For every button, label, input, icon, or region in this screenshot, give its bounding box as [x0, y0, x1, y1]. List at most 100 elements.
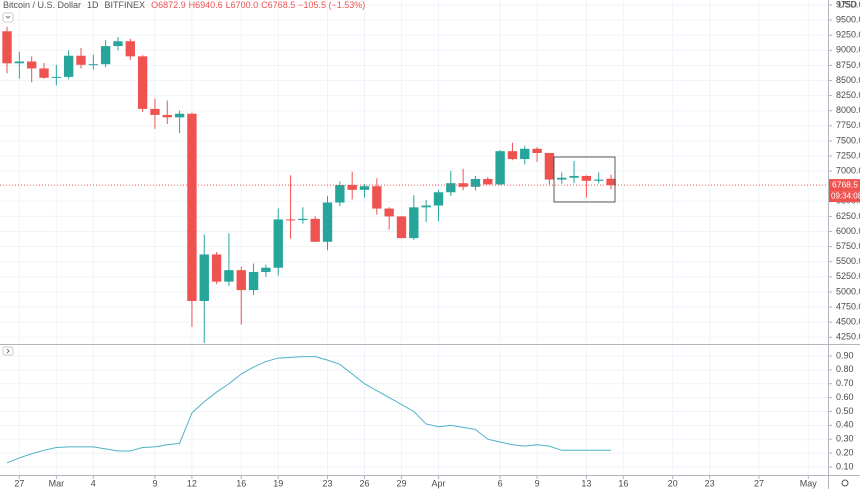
x-tick-label: 20 [668, 478, 678, 488]
interval: 1D [87, 0, 99, 10]
y-tick-label: 8750.0 [836, 60, 860, 70]
indicator-pane [6, 356, 612, 464]
x-tick-label: 23 [323, 478, 333, 488]
x-tick-label: May [800, 478, 818, 488]
y-tick-label: 9250.0 [836, 30, 860, 40]
y-tick-label: 4500.0 [836, 316, 860, 326]
candle-body [606, 178, 616, 186]
y-tick-label: 0.90 [836, 350, 854, 360]
x-tick-label: Apr [431, 478, 445, 488]
countdown-label: 09:34:08 [831, 192, 860, 201]
y-tick-label: 5250.0 [836, 271, 860, 281]
legend-open: O6872.9 [151, 0, 186, 10]
x-tick-label: 23 [705, 478, 715, 488]
x-tick-label: 4 [91, 478, 96, 488]
candle-body [446, 183, 456, 193]
candle-body [544, 152, 555, 180]
y-tick-label: 9500.0 [836, 14, 860, 24]
candle-body [347, 184, 357, 190]
last-price-label: 6768.5 [832, 179, 858, 189]
legend-change: −105.5 (−1.53%) [298, 0, 365, 10]
candle-body [359, 186, 370, 190]
candle-body [396, 216, 407, 239]
x-tick-label: 27 [14, 478, 24, 488]
x-tick-label: 19 [273, 478, 283, 488]
y-tick-label: 4250.0 [836, 332, 860, 342]
candle-body [557, 177, 567, 180]
settings-icon[interactable] [841, 479, 849, 487]
x-tick-label: 16 [618, 478, 628, 488]
drawn-rectangle[interactable] [553, 156, 616, 203]
last-price-tag [829, 179, 860, 192]
candle-body [384, 208, 394, 217]
indicator-collapse-button[interactable] [2, 346, 14, 356]
candle-body [39, 68, 49, 78]
candle-body [569, 175, 579, 178]
countdown-tag [829, 191, 860, 203]
x-tick-label: 27 [754, 478, 764, 488]
candle-body [421, 205, 431, 208]
candle-body [273, 219, 283, 268]
x-tick-label: 16 [236, 478, 246, 488]
x-tick-label: 6 [498, 478, 503, 488]
candle-body [150, 108, 160, 115]
candle-body [224, 270, 234, 282]
y-tick-label: 0.50 [836, 406, 854, 416]
candle-body [100, 46, 111, 65]
y-tick-label: 7000.0 [836, 165, 860, 175]
y-tick-label: 7750.0 [836, 120, 860, 130]
x-tick-label: 29 [396, 478, 406, 488]
y-tick-label: 5500.0 [836, 256, 860, 266]
price-pane [0, 26, 828, 343]
candle-body [261, 267, 271, 272]
candle-body [372, 186, 382, 209]
candle-body [137, 56, 148, 109]
y-tick-label: 0.80 [836, 364, 854, 374]
y-tick-label: 4750.0 [836, 301, 860, 311]
x-tick-label: 26 [359, 478, 369, 488]
legend-close: C6768.5 [261, 0, 295, 10]
settings-gear[interactable] [841, 479, 849, 487]
candle-body [14, 61, 25, 64]
x-tick-label: Mar [49, 478, 65, 488]
legend-high: H6940.6 [189, 0, 223, 10]
x-tick-label: 9 [152, 478, 157, 488]
y-tick-label: 6250.0 [836, 211, 860, 221]
candle-body [174, 113, 185, 118]
candle-body [2, 31, 12, 64]
candle-body [248, 271, 259, 291]
candle-body [310, 218, 320, 242]
candle-body [162, 114, 172, 118]
candle-body [495, 151, 505, 185]
y-tick-label: 5750.0 [836, 241, 860, 251]
y-tick-label: 8250.0 [836, 90, 860, 100]
candle-body [113, 41, 123, 47]
y-tick-label: 0.10 [836, 461, 854, 471]
candle-body [322, 202, 333, 242]
candle-body [520, 148, 530, 160]
y-tick-label: 7250.0 [836, 150, 860, 160]
candle-body [88, 64, 98, 66]
chart-header: Bitcoin / U.S. Dollar 1D BITFINEX O6872.9 H6… [3, 0, 365, 10]
candle-body [532, 148, 542, 153]
candle-body [409, 207, 419, 239]
legend-low: L6700.0 [226, 0, 259, 10]
exchange: BITFINEX [105, 0, 146, 10]
candle-body [335, 184, 345, 203]
candle-body [298, 218, 308, 221]
x-tick-label: 12 [187, 478, 197, 488]
y-tick-label: 0.30 [836, 434, 854, 444]
y-tick-label: 9750.0 [836, 0, 860, 9]
candle-body [458, 183, 468, 187]
y-tick-label: 0.40 [836, 420, 854, 430]
candle-body [581, 175, 592, 181]
candle-body [125, 41, 135, 57]
y-tick-label: 0.60 [836, 392, 854, 402]
candle-body [594, 179, 604, 181]
indicator-collapse-icon [6, 348, 10, 354]
y-tick-label: 5000.0 [836, 286, 860, 296]
x-tick-label: 13 [581, 478, 591, 488]
